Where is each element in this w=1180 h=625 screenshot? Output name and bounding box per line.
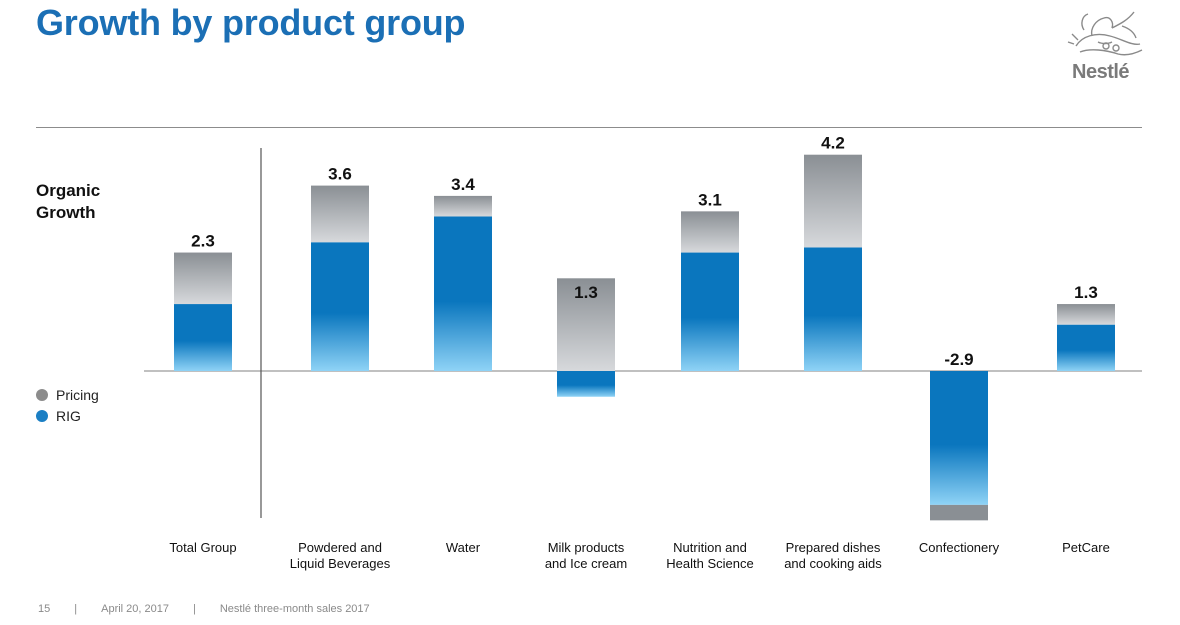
legend: Pricing RIG <box>36 384 99 426</box>
organic-growth-text: Organic Growth <box>36 181 101 222</box>
bar-pricing <box>1057 304 1115 325</box>
legend-label-pricing: Pricing <box>56 386 99 403</box>
bar-rig <box>311 242 369 371</box>
bar-rig <box>804 247 862 371</box>
bar-rig <box>1057 324 1115 371</box>
data-label: 1.3 <box>1074 283 1098 302</box>
category-label: Total Group <box>169 540 236 555</box>
data-label: 1.3 <box>574 283 598 302</box>
rig-dot-icon <box>36 409 48 422</box>
footer-page: 15 <box>38 603 51 615</box>
page-title: Growth by product group <box>36 2 466 43</box>
organic-growth-label: Organic Growth <box>36 180 146 224</box>
pricing-dot-icon <box>36 388 48 401</box>
footer-separator: | <box>74 603 78 615</box>
bar-rig <box>174 304 232 371</box>
data-label: -2.9 <box>944 350 973 369</box>
title-divider <box>36 127 1142 128</box>
footer: 15 | April 20, 2017 | Nestlé three-month sal… <box>38 603 370 615</box>
bar-pricing <box>434 195 492 217</box>
category-label: Milk products and Ice cream <box>545 540 627 571</box>
category-label: PetCare <box>1062 540 1110 555</box>
bar-pricing <box>681 211 739 253</box>
bar-rig <box>930 371 988 505</box>
data-label: 3.6 <box>328 165 352 184</box>
data-label: 3.4 <box>451 175 475 194</box>
data-label: 4.2 <box>821 134 845 153</box>
bar-pricing <box>174 252 232 305</box>
bar-rig <box>557 371 615 397</box>
nestle-logo-icon <box>1067 11 1143 56</box>
category-label: Prepared dishes and cooking aids <box>784 540 882 571</box>
footer-date: April 20, 2017 <box>101 603 169 615</box>
bar-rig <box>434 216 492 371</box>
footer-separator: | <box>193 603 196 615</box>
legend-label-rig: RIG <box>56 407 81 424</box>
bar-pricing <box>311 185 369 243</box>
data-label: 3.1 <box>698 190 722 209</box>
category-label: Powdered and Liquid Beverages <box>290 540 391 571</box>
footer-doc: Nestlé three-month sales 2017 <box>219 603 370 615</box>
legend-item-pricing: Pricing <box>36 384 99 405</box>
category-label: Confectionery <box>919 540 1000 555</box>
category-label: Water <box>446 540 481 555</box>
category-label: Nutrition and Health Science <box>666 540 753 571</box>
bar-rig <box>681 252 739 371</box>
bar-pricing <box>557 278 615 371</box>
bar-pricing <box>804 154 862 248</box>
data-label: 2.3 <box>191 232 215 251</box>
bar-pricing <box>930 504 988 521</box>
legend-item-rig: RIG <box>36 405 99 426</box>
nestle-logo-text: Nestlé <box>1072 61 1130 83</box>
